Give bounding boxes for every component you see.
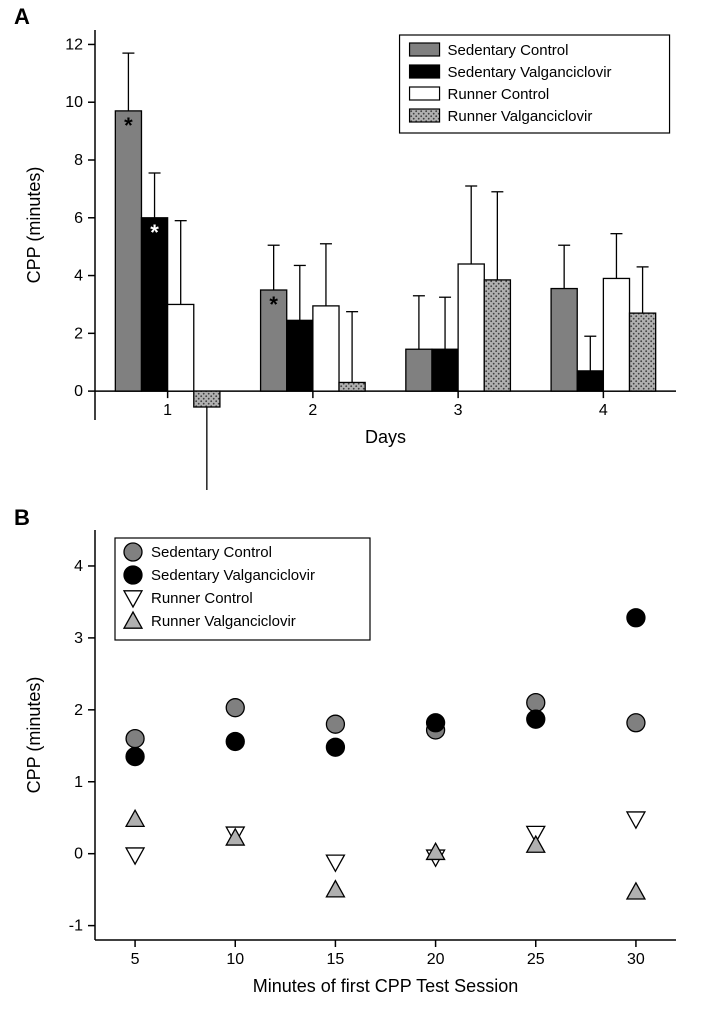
svg-text:CPP (minutes): CPP (minutes): [24, 167, 44, 284]
svg-text:Runner Valganciclovir: Runner Valganciclovir: [448, 108, 593, 125]
svg-text:0: 0: [74, 846, 83, 863]
svg-text:Sedentary Control: Sedentary Control: [448, 42, 569, 59]
svg-text:-1: -1: [69, 918, 83, 935]
svg-text:1: 1: [163, 402, 172, 419]
svg-text:*: *: [150, 220, 159, 245]
svg-text:*: *: [124, 113, 133, 138]
panel-b-chart: -1 0 1 2 3 4 CPP (minutes) 5 10 15 20 25 30 Minutes o…: [0, 515, 701, 1010]
svg-text:25: 25: [527, 951, 545, 968]
svg-text:Runner Control: Runner Control: [448, 86, 550, 103]
svg-text:*: *: [269, 292, 278, 317]
svg-text:1: 1: [74, 774, 83, 791]
svg-text:6: 6: [74, 210, 83, 227]
svg-text:20: 20: [427, 951, 445, 968]
svg-text:2: 2: [74, 325, 83, 342]
svg-text:Sedentary Valganciclovir: Sedentary Valganciclovir: [151, 567, 315, 584]
svg-text:5: 5: [131, 951, 140, 968]
svg-text:4: 4: [74, 558, 83, 575]
svg-text:10: 10: [226, 951, 244, 968]
panel-a-chart: 024681012CPP (minutes)1234Days***Sedenta…: [0, 10, 701, 490]
svg-text:0: 0: [74, 383, 83, 400]
figure-container: { "panelA": { "label": "A", "type": "bar…: [0, 0, 701, 1013]
svg-text:4: 4: [599, 402, 608, 419]
svg-text:CPP (minutes): CPP (minutes): [24, 677, 44, 794]
svg-text:Minutes of first CPP Test Sess: Minutes of first CPP Test Session: [253, 976, 518, 996]
svg-text:2: 2: [308, 402, 317, 419]
svg-text:4: 4: [74, 268, 83, 285]
svg-text:3: 3: [74, 630, 83, 647]
svg-text:Sedentary Valganciclovir: Sedentary Valganciclovir: [448, 64, 612, 81]
svg-text:8: 8: [74, 152, 83, 169]
svg-text:2: 2: [74, 702, 83, 719]
svg-text:15: 15: [327, 951, 345, 968]
svg-text:30: 30: [627, 951, 645, 968]
svg-text:10: 10: [65, 94, 83, 111]
svg-text:Runner Control: Runner Control: [151, 590, 253, 607]
svg-text:12: 12: [65, 36, 83, 53]
svg-text:Runner Valganciclovir: Runner Valganciclovir: [151, 613, 296, 630]
svg-text:3: 3: [454, 402, 463, 419]
svg-text:Sedentary Control: Sedentary Control: [151, 544, 272, 561]
svg-text:Days: Days: [365, 427, 406, 447]
